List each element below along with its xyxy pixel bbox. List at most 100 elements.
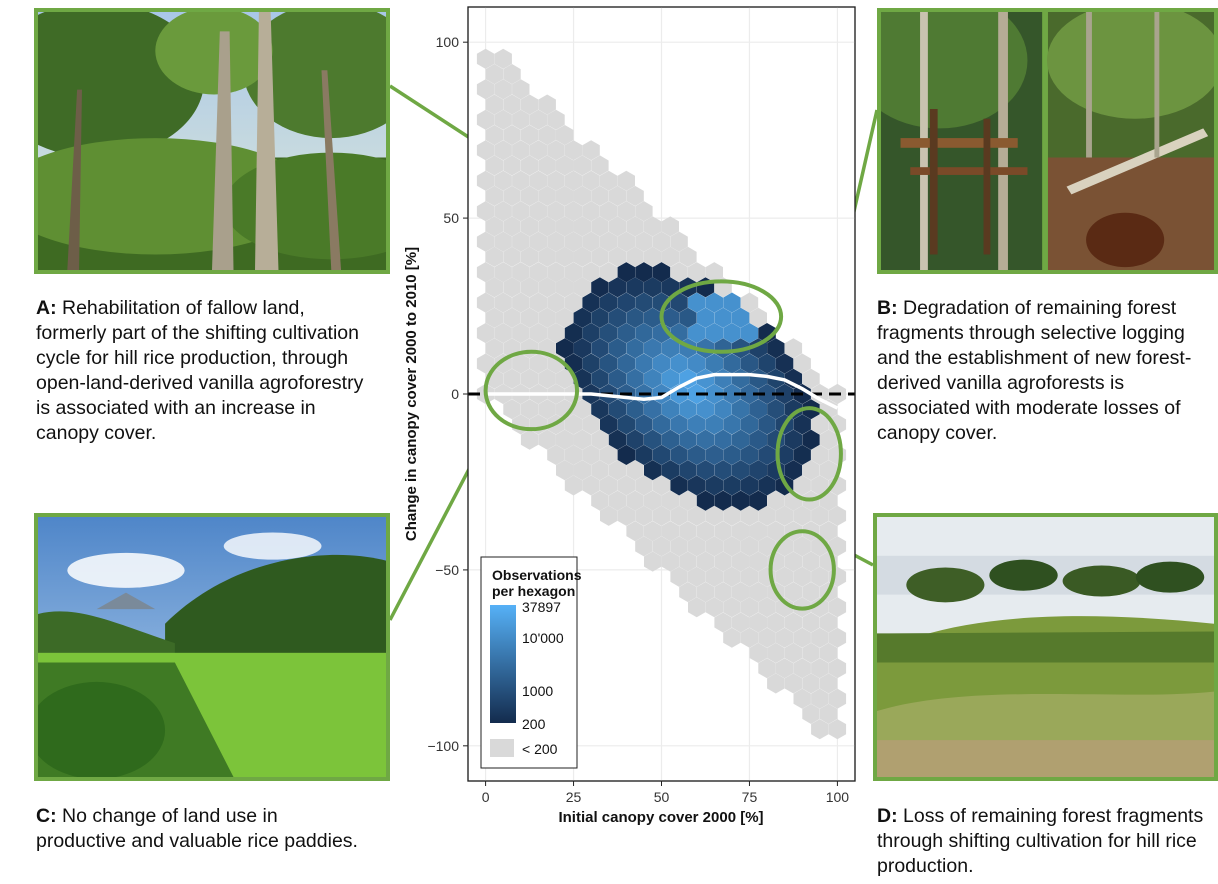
hex-cell-sparse-178: [573, 429, 591, 450]
hex-cell-dense-279: [617, 353, 635, 374]
x-tick-label-0: 0: [482, 789, 490, 805]
caption-b-letter: B:: [877, 297, 898, 319]
hex-cell-sparse-387: [520, 246, 539, 267]
hex-cell-sparse-461: [582, 140, 600, 161]
hex-cell-sparse-109: [793, 505, 811, 526]
hex-cell-sparse-409: [485, 216, 504, 237]
hex-cell-sparse-462: [485, 125, 504, 146]
hex-cell-dense-225: [732, 399, 750, 420]
hex-cell-dense-248: [775, 383, 794, 405]
hex-cell-sparse-343: [512, 292, 530, 313]
hex-cell-sparse-407: [652, 231, 671, 252]
hex-cell-sparse-46: [714, 582, 732, 603]
hex-cell-sparse-434: [556, 185, 574, 206]
hex-cell-dense-164: [652, 444, 671, 465]
hex-cell-sparse-144: [591, 460, 609, 481]
highlight-ellipse-c: [483, 349, 580, 432]
hex-cell-sparse-426: [582, 201, 600, 222]
hex-cell-sparse-256: [556, 368, 574, 389]
hex-cell-dense-300: [661, 338, 679, 359]
hex-cell-dense-330: [573, 307, 591, 328]
legend-title-line2: per hexagon: [492, 583, 575, 599]
hex-cell-sparse-273: [512, 353, 530, 374]
hex-cell-sparse-401: [547, 231, 565, 252]
hex-cell-dense-204: [705, 414, 723, 435]
hex-cell-sparse-53: [670, 566, 688, 587]
hex-cell-sparse-196: [564, 414, 583, 435]
hex-cell-sparse-66: [696, 551, 715, 572]
hex-cell-dense-207: [758, 414, 776, 435]
hex-cell-sparse-214: [538, 399, 556, 420]
hex-cell-sparse-31: [767, 612, 785, 633]
hex-cell-dense-258: [591, 368, 609, 389]
hex-cell-dense-365: [626, 277, 644, 298]
hex-cell-sparse-80: [740, 536, 759, 557]
hex-cell-sparse-75: [652, 536, 671, 557]
hex-cell-sparse-63: [644, 551, 662, 572]
hex-cell-dense-286: [740, 353, 759, 374]
hex-cell-sparse-122: [767, 490, 785, 511]
hex-cell-sparse-414: [573, 216, 591, 237]
legend-label-10000: 10'000: [522, 630, 564, 646]
hex-cell-dense-162: [617, 444, 635, 465]
hex-cell-sparse-328: [538, 307, 556, 328]
hex-cell-sparse-464: [520, 125, 539, 146]
hex-cell-sparse-412: [538, 216, 556, 237]
hex-cell-sparse-329: [556, 307, 574, 328]
hex-cell-dense-335: [661, 307, 679, 328]
legend-grey-label: < 200: [522, 741, 558, 757]
hex-cell-dense-299: [644, 338, 662, 359]
hex-cell-sparse-360: [538, 277, 556, 298]
hex-cell-dense-151: [714, 460, 732, 481]
x-tick-label-100: 100: [826, 789, 850, 805]
hex-cell-sparse-475: [538, 94, 556, 115]
hex-cell-sparse-4: [793, 688, 811, 709]
hex-cell-dense-227: [767, 399, 785, 420]
hex-cell-sparse-192: [819, 429, 838, 450]
hex-cell-dense-120: [732, 490, 750, 511]
hex-cell-dense-166: [688, 444, 706, 465]
hex-cell-sparse-34: [819, 612, 838, 633]
hex-cell-dense-118: [696, 490, 715, 511]
hex-cell-sparse-64: [661, 551, 679, 572]
hex-cell-sparse-127: [582, 475, 600, 496]
hex-cell-dense-317: [635, 323, 653, 344]
hex-cell-sparse-83: [793, 536, 811, 557]
hex-cell-sparse-421: [494, 201, 512, 222]
highlight-ellipse-a: [659, 279, 784, 354]
hex-cell-sparse-97: [819, 521, 838, 542]
hex-cell-sparse-100: [635, 505, 653, 526]
hex-cell-dense-190: [784, 429, 803, 450]
hex-cell-dense-322: [723, 323, 741, 344]
hex-cell-sparse-480: [503, 64, 521, 85]
hex-cell-dense-333: [626, 307, 644, 328]
hex-cell-sparse-44: [679, 582, 697, 603]
hex-cell-dense-244: [705, 383, 723, 405]
y-tick-label--100: −100: [427, 738, 459, 754]
hex-cell-sparse-424: [547, 201, 565, 222]
hex-cell-sparse-254: [520, 368, 539, 389]
hex-cell-dense-363: [591, 277, 609, 298]
hex-cell-sparse-92: [732, 521, 750, 542]
hex-cell-sparse-274: [529, 353, 548, 374]
hex-cell-sparse-130: [635, 475, 653, 496]
hex-cell-sparse-394: [644, 246, 662, 267]
hex-cell-sparse-30: [749, 612, 767, 633]
hex-cell-sparse-391: [591, 246, 609, 267]
hex-cell-sparse-102: [670, 505, 688, 526]
hex-cell-sparse-436: [591, 185, 609, 206]
hex-cell-sparse-477: [494, 79, 512, 100]
hex-cell-dense-203: [688, 414, 706, 435]
hex-cell-sparse-402: [564, 231, 583, 252]
hex-cell-dense-332: [608, 307, 627, 328]
hex-cell-sparse-210: [811, 414, 829, 435]
hex-cell-sparse-415: [591, 216, 609, 237]
hex-cell-dense-209: [793, 414, 811, 435]
hex-cell-dense-314: [582, 323, 600, 344]
hex-cell-sparse-14: [811, 658, 829, 679]
hex-cell-sparse-397: [476, 231, 495, 252]
hex-cell-sparse-435: [573, 185, 591, 206]
hex-cell-sparse-179: [591, 429, 609, 450]
hex-cell-sparse-345: [547, 292, 565, 313]
caption-d-text: Loss of remaining forest fragments throu…: [877, 805, 1204, 877]
